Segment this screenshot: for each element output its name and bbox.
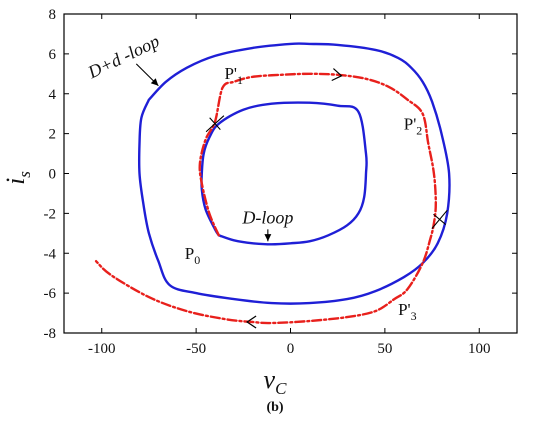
crossing-mark-1 [431,209,448,229]
chart-curves [94,42,451,325]
point-label-p3: P'3 [398,300,417,323]
x-axis-label-sub: C [275,379,287,398]
crossing-mark-0 [205,115,225,133]
y-tick-label-5: 2 [49,127,57,143]
figure-caption: (b) [266,400,284,415]
series-line-1 [200,101,368,246]
direction-arrow-bottom [246,315,257,329]
x-tick-label-1: -50 [186,341,206,357]
y-axis-label-base: i [1,178,30,185]
x-tick-label-3: 50 [377,341,392,357]
x-tick-label-0: -100 [88,341,116,357]
x-axis-label: vC [264,365,288,398]
y-axis-label-sub: s [15,171,34,178]
direction-arrows [205,68,448,329]
x-tick-label-4: 100 [468,341,491,357]
point-label-p1: P'1 [224,64,243,87]
y-tick-label-0: -8 [44,326,57,342]
annotation-arrow-label_dloop [264,229,272,242]
annotation-label_ddloop: D+d -loop [84,31,163,83]
annotation-arrow-label_ddloop [135,63,159,87]
direction-arrow-top [331,68,343,82]
x-tick-label-2: 0 [287,341,295,357]
y-tick-label-4: 0 [49,167,57,183]
point-label-p2: P'2 [404,115,423,138]
y-tick-label-7: 6 [49,47,57,63]
y-tick-label-1: -6 [44,286,57,302]
y-tick-label-8: 8 [49,7,57,23]
annotation-label_dloop: D-loop [241,207,293,227]
axis-ticks: -100 -50 0 50 100 -8 -6 -4 -2 0 2 4 6 8 [44,7,517,357]
y-tick-label-6: 4 [49,87,57,103]
x-axis-label-base: v [264,365,276,394]
annotations: D+d -loop D-loop P0 P'1 P'2 P'3 [84,31,422,323]
series-line-0 [137,42,451,305]
point-label-p0: P0 [185,244,200,267]
series-line-2 [94,72,437,325]
y-axis-label: is [1,171,34,185]
y-tick-label-2: -4 [44,246,57,262]
y-tick-label-3: -2 [44,206,57,222]
